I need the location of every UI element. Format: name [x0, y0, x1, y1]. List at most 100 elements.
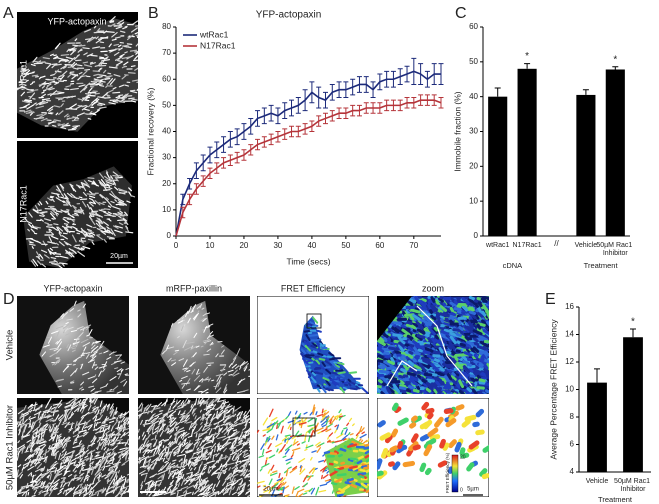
adhesion	[104, 175, 110, 180]
adhesion	[69, 380, 75, 383]
adhesion	[92, 428, 97, 431]
adhesion	[44, 415, 53, 419]
adhesion	[190, 477, 196, 483]
adhesion	[79, 454, 82, 460]
adhesion	[51, 482, 59, 488]
adhesion	[228, 374, 233, 376]
adhesion	[301, 349, 307, 355]
adhesion	[26, 458, 32, 467]
adhesion	[267, 437, 271, 443]
adhesion	[146, 444, 150, 448]
adhesion	[105, 75, 113, 78]
adhesion	[20, 91, 26, 97]
adhesion	[88, 493, 97, 497]
adhesion	[408, 332, 414, 338]
adhesion	[332, 361, 339, 364]
adhesion	[289, 426, 292, 431]
adhesion	[430, 304, 439, 312]
adhesion	[50, 447, 54, 451]
adhesion	[64, 59, 69, 63]
adhesion	[55, 347, 62, 354]
adhesion	[191, 304, 197, 312]
adhesion	[79, 457, 83, 463]
adhesion	[198, 425, 203, 432]
adhesion	[185, 492, 192, 495]
adhesion	[80, 476, 84, 482]
adhesion	[248, 440, 250, 446]
adhesion	[419, 433, 430, 442]
adhesion	[222, 491, 229, 495]
adhesion	[470, 347, 476, 355]
adhesion	[66, 218, 76, 221]
adhesion	[181, 384, 186, 389]
adhesion	[178, 358, 185, 362]
adhesion	[55, 188, 61, 193]
adhesion	[430, 363, 440, 372]
adhesion	[73, 116, 78, 121]
adhesion	[215, 387, 222, 394]
adhesion	[75, 343, 79, 348]
adhesion	[326, 423, 333, 429]
adhesion	[432, 327, 440, 336]
adhesion	[206, 435, 213, 442]
adhesion	[325, 428, 332, 433]
adhesion	[93, 398, 96, 401]
adhesion	[105, 454, 113, 457]
adhesion	[208, 469, 212, 474]
adhesion	[35, 461, 41, 465]
adhesion	[106, 227, 110, 230]
adhesion	[300, 352, 306, 358]
adhesion	[344, 428, 348, 435]
adhesion	[25, 486, 29, 489]
adhesion	[336, 424, 340, 430]
adhesion	[77, 112, 85, 117]
adhesion	[196, 449, 203, 456]
adhesion	[55, 443, 63, 450]
adhesion	[181, 382, 190, 385]
adhesion	[123, 381, 128, 387]
adhesion	[453, 354, 459, 362]
adhesion	[193, 481, 199, 488]
adhesion	[405, 388, 412, 393]
adhesion	[65, 333, 70, 336]
adhesion	[79, 75, 83, 78]
adhesion	[109, 462, 113, 465]
adhesion	[74, 463, 78, 467]
adhesion	[134, 25, 138, 27]
adhesion	[222, 387, 227, 393]
adhesion	[75, 337, 79, 343]
adhesion	[327, 440, 332, 443]
adhesion	[443, 368, 449, 374]
adhesion	[278, 472, 281, 479]
adhesion	[81, 183, 87, 186]
adhesion	[163, 438, 170, 442]
adhesion	[339, 386, 346, 394]
adhesion	[103, 238, 107, 243]
adhesion	[220, 349, 225, 355]
adhesion	[390, 356, 396, 364]
adhesion	[48, 230, 55, 236]
adhesion	[424, 343, 432, 348]
adhesion	[26, 91, 34, 94]
adhesion	[104, 430, 110, 435]
adhesion	[116, 481, 119, 486]
adhesion	[125, 417, 128, 421]
adhesion	[92, 477, 96, 485]
adhesion	[197, 398, 200, 406]
adhesion	[105, 85, 108, 88]
adhesion	[201, 423, 207, 432]
adhesion	[51, 235, 59, 240]
adhesion	[326, 355, 334, 359]
adhesion	[318, 357, 326, 361]
adhesion	[194, 474, 199, 477]
adhesion	[63, 451, 67, 458]
adhesion	[217, 398, 221, 403]
adhesion	[125, 367, 129, 371]
adhesion	[127, 478, 129, 484]
adhesion	[377, 458, 383, 470]
adhesion	[23, 99, 32, 103]
adhesion	[412, 322, 419, 328]
adhesion	[32, 258, 39, 267]
adhesion	[95, 480, 101, 485]
adhesion	[434, 416, 444, 428]
